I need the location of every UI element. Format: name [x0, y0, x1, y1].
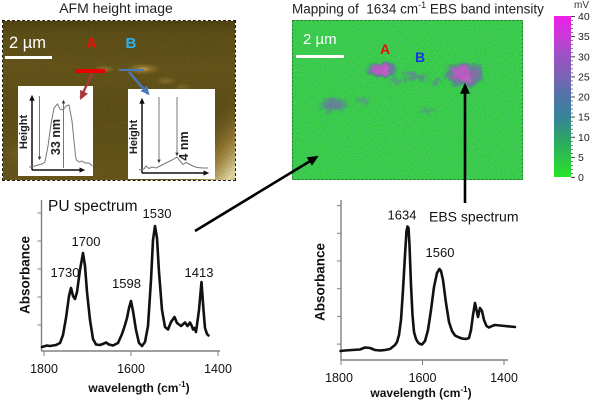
svg-text:33 nm: 33 nm: [49, 119, 63, 155]
svg-text:1600: 1600: [409, 371, 437, 385]
svg-text:1413: 1413: [185, 265, 214, 280]
svg-text:35: 35: [578, 31, 590, 43]
svg-text:30: 30: [578, 51, 590, 63]
svg-text:1530: 1530: [143, 206, 172, 221]
svg-text:1560: 1560: [426, 245, 455, 260]
svg-text:1800: 1800: [325, 371, 353, 385]
svg-text:1634: 1634: [388, 208, 417, 223]
svg-text:Height: Height: [128, 120, 140, 155]
svg-text:1400: 1400: [490, 371, 518, 385]
svg-text:1400: 1400: [204, 362, 232, 376]
svg-text:15: 15: [578, 112, 590, 124]
svg-text:5: 5: [578, 152, 584, 164]
svg-text:20: 20: [578, 92, 590, 104]
svg-text:wavelength (cm-1): wavelength (cm-1): [369, 385, 471, 400]
svg-text:1600: 1600: [117, 362, 145, 376]
svg-text:EBS spectrum: EBS spectrum: [429, 209, 518, 225]
svg-text:1800: 1800: [30, 362, 58, 376]
svg-text:PU spectrum: PU spectrum: [48, 198, 138, 215]
svg-text:40: 40: [578, 12, 590, 23]
svg-text:Absorbance: Absorbance: [313, 243, 328, 322]
svg-text:25: 25: [578, 71, 590, 83]
svg-text:1700: 1700: [72, 234, 101, 249]
svg-text:wavelength (cm-1): wavelength (cm-1): [87, 380, 189, 395]
svg-text:10: 10: [578, 132, 590, 144]
svg-text:0: 0: [578, 172, 584, 184]
svg-text:Height: Height: [18, 115, 30, 150]
svg-text:4 nm: 4 nm: [177, 131, 191, 160]
svg-text:1598: 1598: [112, 276, 141, 291]
svg-text:1730: 1730: [51, 265, 80, 280]
svg-text:Absorbance: Absorbance: [18, 236, 33, 315]
